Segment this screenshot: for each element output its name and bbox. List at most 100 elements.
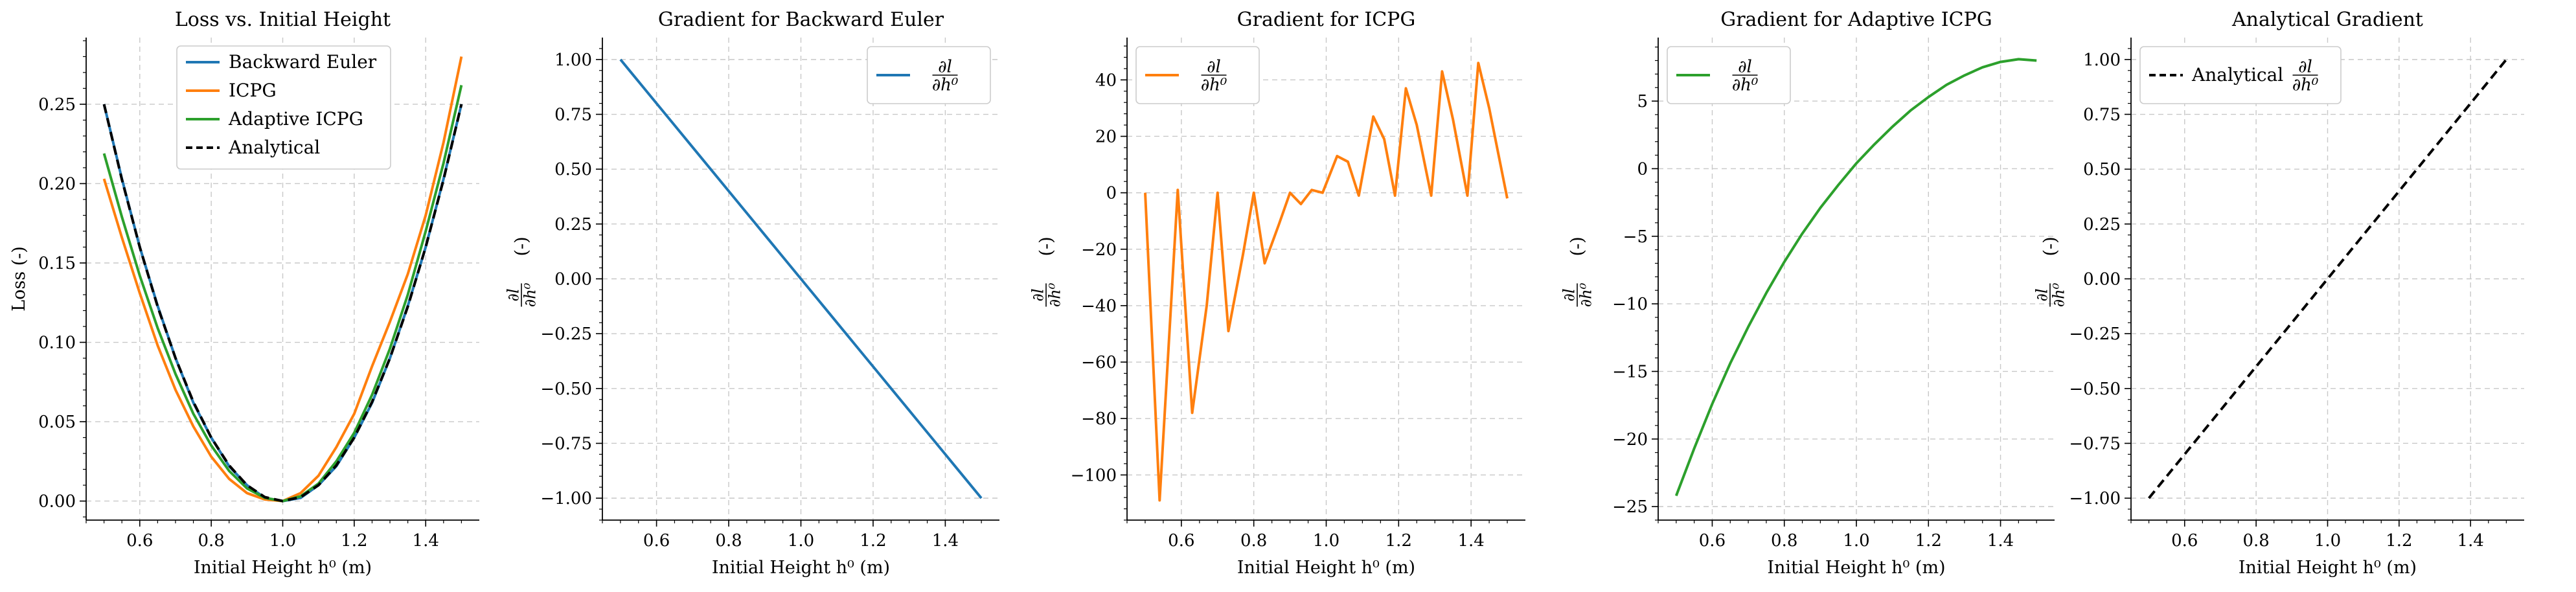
y-tick-label: 0 xyxy=(1637,159,1648,179)
chart-panel-5: 0.6 0.8 1.0 1.2 1.4 −1.00 −0.75 −0.50 −0.25 0.00 0… xyxy=(2033,8,2524,578)
fraction-numerator: ∂l xyxy=(1207,57,1221,76)
chart-panel-3: 0.6 0.8 1.0 1.2 1.4 −100 −80 −60 −40 −20 0 20 40 Grad… xyxy=(1029,8,1525,578)
x-tick-label: 1.0 xyxy=(1843,531,1869,551)
y-tick-label: 0.25 xyxy=(38,95,76,115)
y-tick-label: −10 xyxy=(1612,295,1648,314)
x-tick-label: 1.0 xyxy=(269,531,296,551)
y-tick-label: −15 xyxy=(1612,362,1648,381)
y-tick-label: 1.00 xyxy=(2083,51,2121,70)
x-tick-label: 0.6 xyxy=(126,531,153,551)
fraction-numerator: ∂l xyxy=(1738,57,1752,76)
y-tick-label: 0.00 xyxy=(38,492,76,512)
fraction-denominator: ∂h⁰ xyxy=(1732,75,1759,95)
y-tick-label: −20 xyxy=(1081,240,1117,260)
x-tick-label: 1.4 xyxy=(413,531,439,551)
x-axis-label: Initial Height h⁰ (m) xyxy=(1767,558,1945,578)
x-tick-label: 0.6 xyxy=(2171,531,2198,551)
legend-fraction: ∂l∂h⁰ xyxy=(932,57,959,95)
x-tick-label: 1.2 xyxy=(860,531,886,551)
legend-fraction: ∂l∂h⁰ xyxy=(1201,57,1227,95)
y-axis-label: ∂l∂h⁰ (-) xyxy=(505,236,540,307)
legend: ∂l∂h⁰ xyxy=(1135,46,1260,104)
y-tick-label: 0.00 xyxy=(554,270,592,290)
legend-label: Adaptive ICPG xyxy=(228,108,363,130)
y-axis-label: ∂l∂h⁰ (-) xyxy=(1029,236,1064,307)
y-tick-label: 0.50 xyxy=(2083,160,2121,179)
y-axis-label: ∂l∂h⁰ (-) xyxy=(2033,236,2068,307)
legend-box xyxy=(1667,46,1791,104)
series-line-1 xyxy=(2148,58,2507,499)
legend-label: Backward Euler xyxy=(229,51,377,73)
x-tick-label: 1.0 xyxy=(2314,531,2341,551)
legend-fraction: ∂l∂h⁰ xyxy=(2292,57,2319,95)
chart-title: Gradient for Adaptive ICPG xyxy=(1720,8,1992,31)
fraction-numerator: ∂l xyxy=(2033,288,2051,301)
fraction-numerator: ∂l xyxy=(2298,57,2312,76)
x-tick-label: 0.8 xyxy=(2242,531,2269,551)
chart-title: Gradient for ICPG xyxy=(1237,8,1416,31)
legend-box xyxy=(1135,46,1260,104)
y-tick-label: −0.25 xyxy=(540,324,592,344)
x-tick-label: 1.2 xyxy=(2386,531,2412,551)
y-axis-unit: (-) xyxy=(512,236,532,256)
y-axis-fraction: ∂l∂h⁰ xyxy=(505,282,540,307)
x-axis-label: Initial Height h⁰ (m) xyxy=(1237,558,1415,578)
y-axis-label: ∂l∂h⁰ (-) xyxy=(1560,236,1595,307)
y-tick-label: −0.75 xyxy=(540,434,592,453)
y-tick-label: 5 xyxy=(1637,92,1648,111)
fraction-denominator: ∂h⁰ xyxy=(521,282,540,307)
y-tick-label: 0.05 xyxy=(38,413,76,432)
legend-label: Analytical xyxy=(228,137,320,158)
y-tick-label: 0.20 xyxy=(38,174,76,194)
series-line-4 xyxy=(102,104,463,503)
chart-panel-4: 0.6 0.8 1.0 1.2 1.4 −25 −20 −15 −10 −5 0 5 Gradient … xyxy=(1560,8,2055,578)
legend-fraction: ∂l∂h⁰ xyxy=(1732,57,1759,95)
y-tick-label: 40 xyxy=(1095,71,1117,90)
x-tick-label: 0.8 xyxy=(198,531,224,551)
y-axis-fraction: ∂l∂h⁰ xyxy=(1560,282,1595,307)
y-tick-label: 0.00 xyxy=(2083,270,2121,290)
y-tick-label: −0.75 xyxy=(2069,434,2121,453)
x-tick-label: 1.2 xyxy=(1385,531,1412,551)
y-tick-label: −40 xyxy=(1081,297,1117,316)
fraction-denominator: ∂h⁰ xyxy=(2050,282,2068,307)
y-tick-label: −0.50 xyxy=(2069,380,2121,399)
y-tick-label: 0.50 xyxy=(554,160,592,179)
chart-title: Loss vs. Initial Height xyxy=(175,8,391,31)
y-axis-unit: (-) xyxy=(1036,236,1056,256)
x-tick-label: 0.6 xyxy=(1168,531,1194,551)
chart-title: Analytical Gradient xyxy=(2231,8,2423,31)
fraction-denominator: ∂h⁰ xyxy=(1201,75,1227,95)
y-tick-label: 0.10 xyxy=(38,334,76,353)
x-tick-label: 1.4 xyxy=(2457,531,2484,551)
y-tick-label: −100 xyxy=(1071,466,1117,485)
chart-panel-2: 0.6 0.8 1.0 1.2 1.4 −1.00 −0.75 −0.50 −0.25 0.00 0… xyxy=(505,8,999,578)
x-tick-label: 0.6 xyxy=(643,531,670,551)
fraction-numerator: ∂l xyxy=(1560,288,1579,301)
y-axis-fraction: ∂l∂h⁰ xyxy=(2033,282,2068,307)
fraction-denominator: ∂h⁰ xyxy=(1046,282,1064,307)
chart-title: Gradient for Backward Euler xyxy=(658,8,944,31)
legend: Analytical ∂l∂h⁰ xyxy=(2139,46,2342,104)
x-tick-label: 1.0 xyxy=(1313,531,1339,551)
y-tick-label: 1.00 xyxy=(554,51,592,70)
legend: Backward Euler ICPG Adaptive ICPG Analytica… xyxy=(176,45,391,170)
legend-box xyxy=(176,45,391,170)
series-line-1 xyxy=(619,58,983,499)
fraction-numerator: ∂l xyxy=(1029,288,1047,301)
chart-panel-1: 0.6 0.8 1.0 1.2 1.4 0.00 0.05 0.10 0.15 0.20 0.25 L… xyxy=(9,8,479,578)
fraction-numerator: ∂l xyxy=(938,57,952,76)
y-tick-label: −1.00 xyxy=(540,489,592,508)
legend: ∂l∂h⁰ xyxy=(1667,46,1791,104)
y-axis-fraction: ∂l∂h⁰ xyxy=(1029,282,1064,307)
fraction-denominator: ∂h⁰ xyxy=(1577,282,1595,307)
x-axis-label: Initial Height h⁰ (m) xyxy=(712,558,890,578)
x-tick-label: 1.4 xyxy=(1987,531,2014,551)
series-line-1 xyxy=(1674,58,2037,497)
legend-box xyxy=(867,46,991,104)
y-tick-label: −60 xyxy=(1081,353,1117,372)
series-line-1 xyxy=(1144,62,1509,502)
legend-label: ICPG xyxy=(229,80,277,101)
